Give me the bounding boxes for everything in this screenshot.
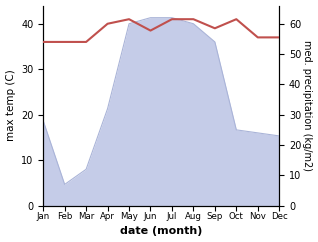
X-axis label: date (month): date (month) xyxy=(120,227,203,236)
Y-axis label: max temp (C): max temp (C) xyxy=(5,70,16,142)
Y-axis label: med. precipitation (kg/m2): med. precipitation (kg/m2) xyxy=(302,40,313,171)
